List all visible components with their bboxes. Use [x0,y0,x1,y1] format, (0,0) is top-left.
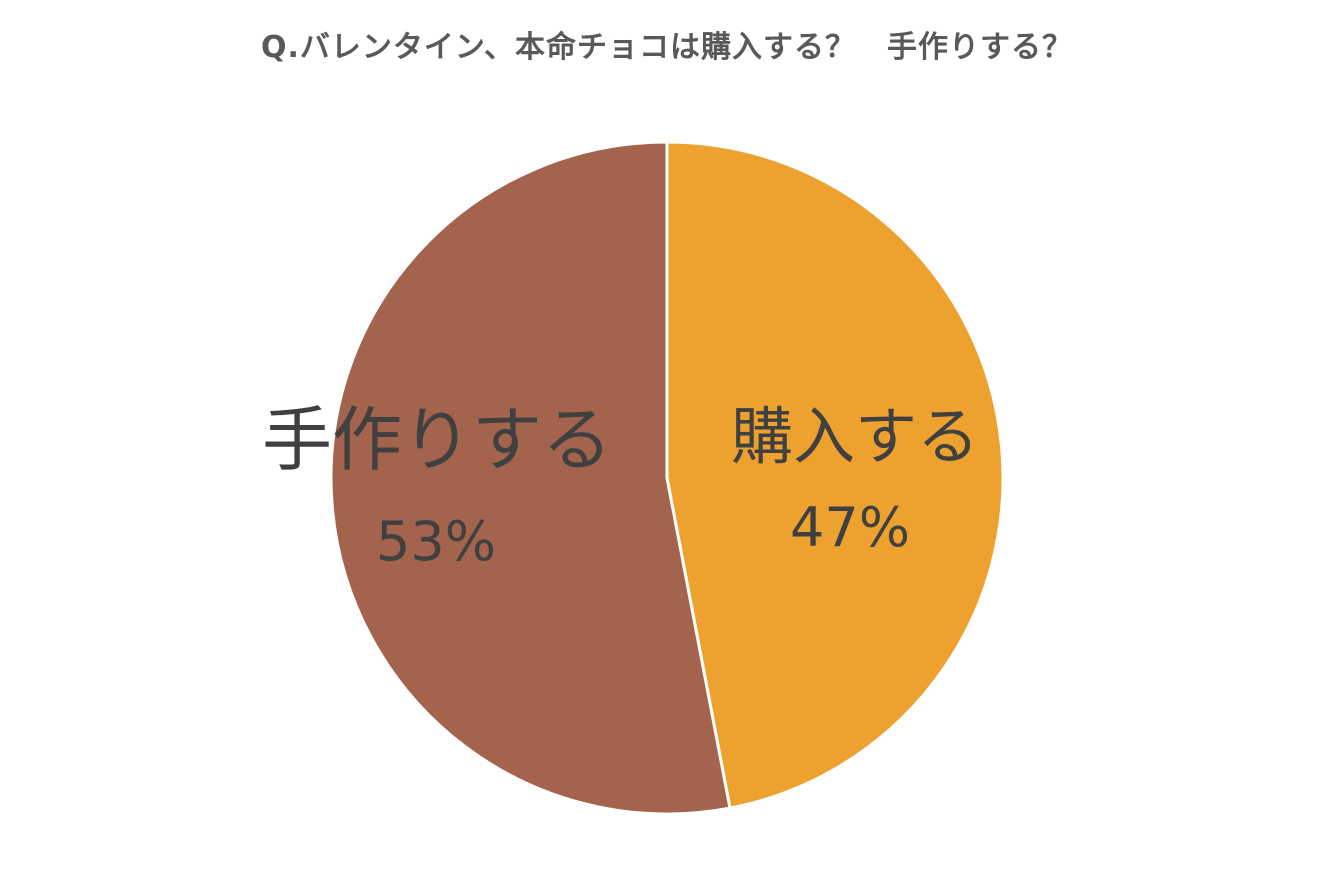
slice-label-2: 手作りする [262,399,612,481]
slice-label-1: 購入する [731,400,979,473]
slice-value-label-2: 53% [376,510,496,573]
pie-slices [329,140,1005,816]
slice-value-label-1: 47% [790,496,910,559]
chart-title: Q.バレンタイン、本命チョコは購入する？ 手作りする？ [260,30,1074,65]
pie-labels: 購入する 47% 手作りする 53% [262,399,979,573]
pie-slice-1 [665,140,1005,810]
pie-slice-2 [329,140,732,816]
